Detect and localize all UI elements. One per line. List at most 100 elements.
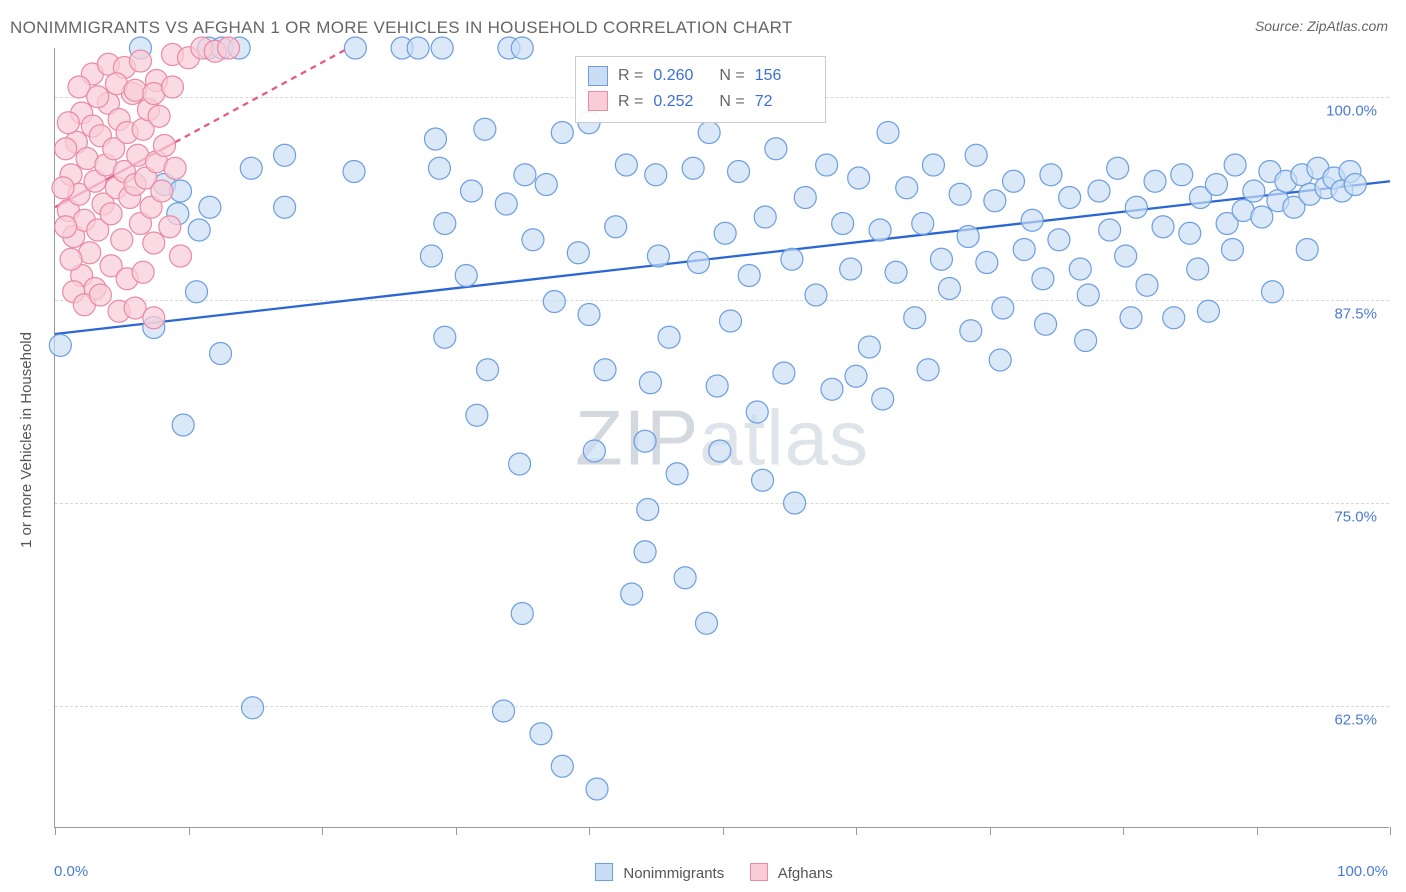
scatter-point [514,164,536,186]
source-prefix: Source: [1255,18,1307,34]
scatter-point [218,37,240,59]
scatter-point [49,334,71,356]
scatter-point [567,242,589,264]
scatter-point [698,122,720,144]
scatter-point [840,258,862,280]
stats-row-nonimmigrants: R = 0.260 N = 156 [588,63,811,89]
scatter-point [765,138,787,160]
scatter-point [1205,174,1227,196]
scatter-point [912,213,934,235]
source-name: ZipAtlas.com [1307,18,1388,34]
scatter-point [509,453,531,475]
legend-label-nonimmigrants: Nonimmigrants [623,865,724,882]
scatter-point [615,154,637,176]
scatter-point [674,567,696,589]
scatter-point [960,320,982,342]
scatter-point [922,154,944,176]
scatter-point [687,252,709,274]
scatter-point [343,161,365,183]
stat-n-label: N = [719,63,744,89]
scatter-point [1136,274,1158,296]
scatter-point [1197,300,1219,322]
scatter-point [188,219,210,241]
scatter-point [132,261,154,283]
scatter-point [428,157,450,179]
scatter-point [1224,154,1246,176]
scatter-point [111,229,133,251]
scatter-point [511,37,533,59]
scatter-point [153,135,175,157]
scatter-point [754,206,776,228]
scatter-point [872,388,894,410]
legend-bottom: Nonimmigrants Afghans [0,863,1406,882]
scatter-point [1021,209,1043,231]
scatter-point [1075,330,1097,352]
swatch-icon [595,863,613,881]
scatter-point [551,122,573,144]
scatter-point [1077,284,1099,306]
scatter-point [578,304,600,326]
scatter-point [1163,307,1185,329]
swatch-icon [588,91,608,111]
scatter-point [666,463,688,485]
stat-n-value: 72 [755,89,811,115]
scatter-point [1344,174,1366,196]
scatter-point [1221,239,1243,261]
scatter-point [434,213,456,235]
scatter-point [989,349,1011,371]
stat-n-label: N = [719,89,744,115]
y-axis-title: 1 or more Vehicles in Household [18,332,35,548]
scatter-point [896,177,918,199]
stat-r-label: R = [618,89,643,115]
scatter-point [586,778,608,800]
chart-title: NONIMMIGRANTS VS AFGHAN 1 OR MORE VEHICL… [10,18,793,38]
stat-r-label: R = [618,63,643,89]
scatter-point [522,229,544,251]
scatter-point [434,326,456,348]
scatter-point [877,122,899,144]
scatter-point [55,216,77,238]
scatter-point [89,284,111,306]
scatter-point [938,278,960,300]
scatter-point [1088,180,1110,202]
scatter-point [455,265,477,287]
scatter-point [821,378,843,400]
scatter-point [714,222,736,244]
scatter-point [1262,281,1284,303]
scatter-point [1059,187,1081,209]
scatter-point [210,343,232,365]
scatter-point [885,261,907,283]
scatter-point [1144,170,1166,192]
scatter-point [647,245,669,267]
scatter-point [1099,219,1121,241]
plot-area: ZIPatlas 62.5%75.0%87.5%100.0% R = 0.260… [54,48,1389,828]
scatter-point [583,440,605,462]
scatter-point [1115,245,1137,267]
scatter-point [992,297,1014,319]
scatter-point [752,469,774,491]
legend-label-afghans: Afghans [778,865,833,882]
source-label: Source: ZipAtlas.com [1255,18,1388,34]
scatter-point [100,203,122,225]
scatter-point [682,157,704,179]
scatter-point [1125,196,1147,218]
stat-n-value: 156 [755,63,811,89]
scatter-point [805,284,827,306]
scatter-point [706,375,728,397]
scatter-point [493,700,515,722]
scatter-point [1171,164,1193,186]
scatter-point [199,196,221,218]
scatter-point [172,414,194,436]
scatter-point [1035,313,1057,335]
scatter-point [746,401,768,423]
stat-r-value: 0.260 [653,63,709,89]
scatter-point [639,372,661,394]
scatter-point [151,180,173,202]
scatter-point [186,281,208,303]
scatter-point [551,755,573,777]
scatter-point [637,499,659,521]
scatter-point [984,190,1006,212]
scatter-point [1243,180,1265,202]
scatter-point [1013,239,1035,261]
scatter-point [1296,239,1318,261]
